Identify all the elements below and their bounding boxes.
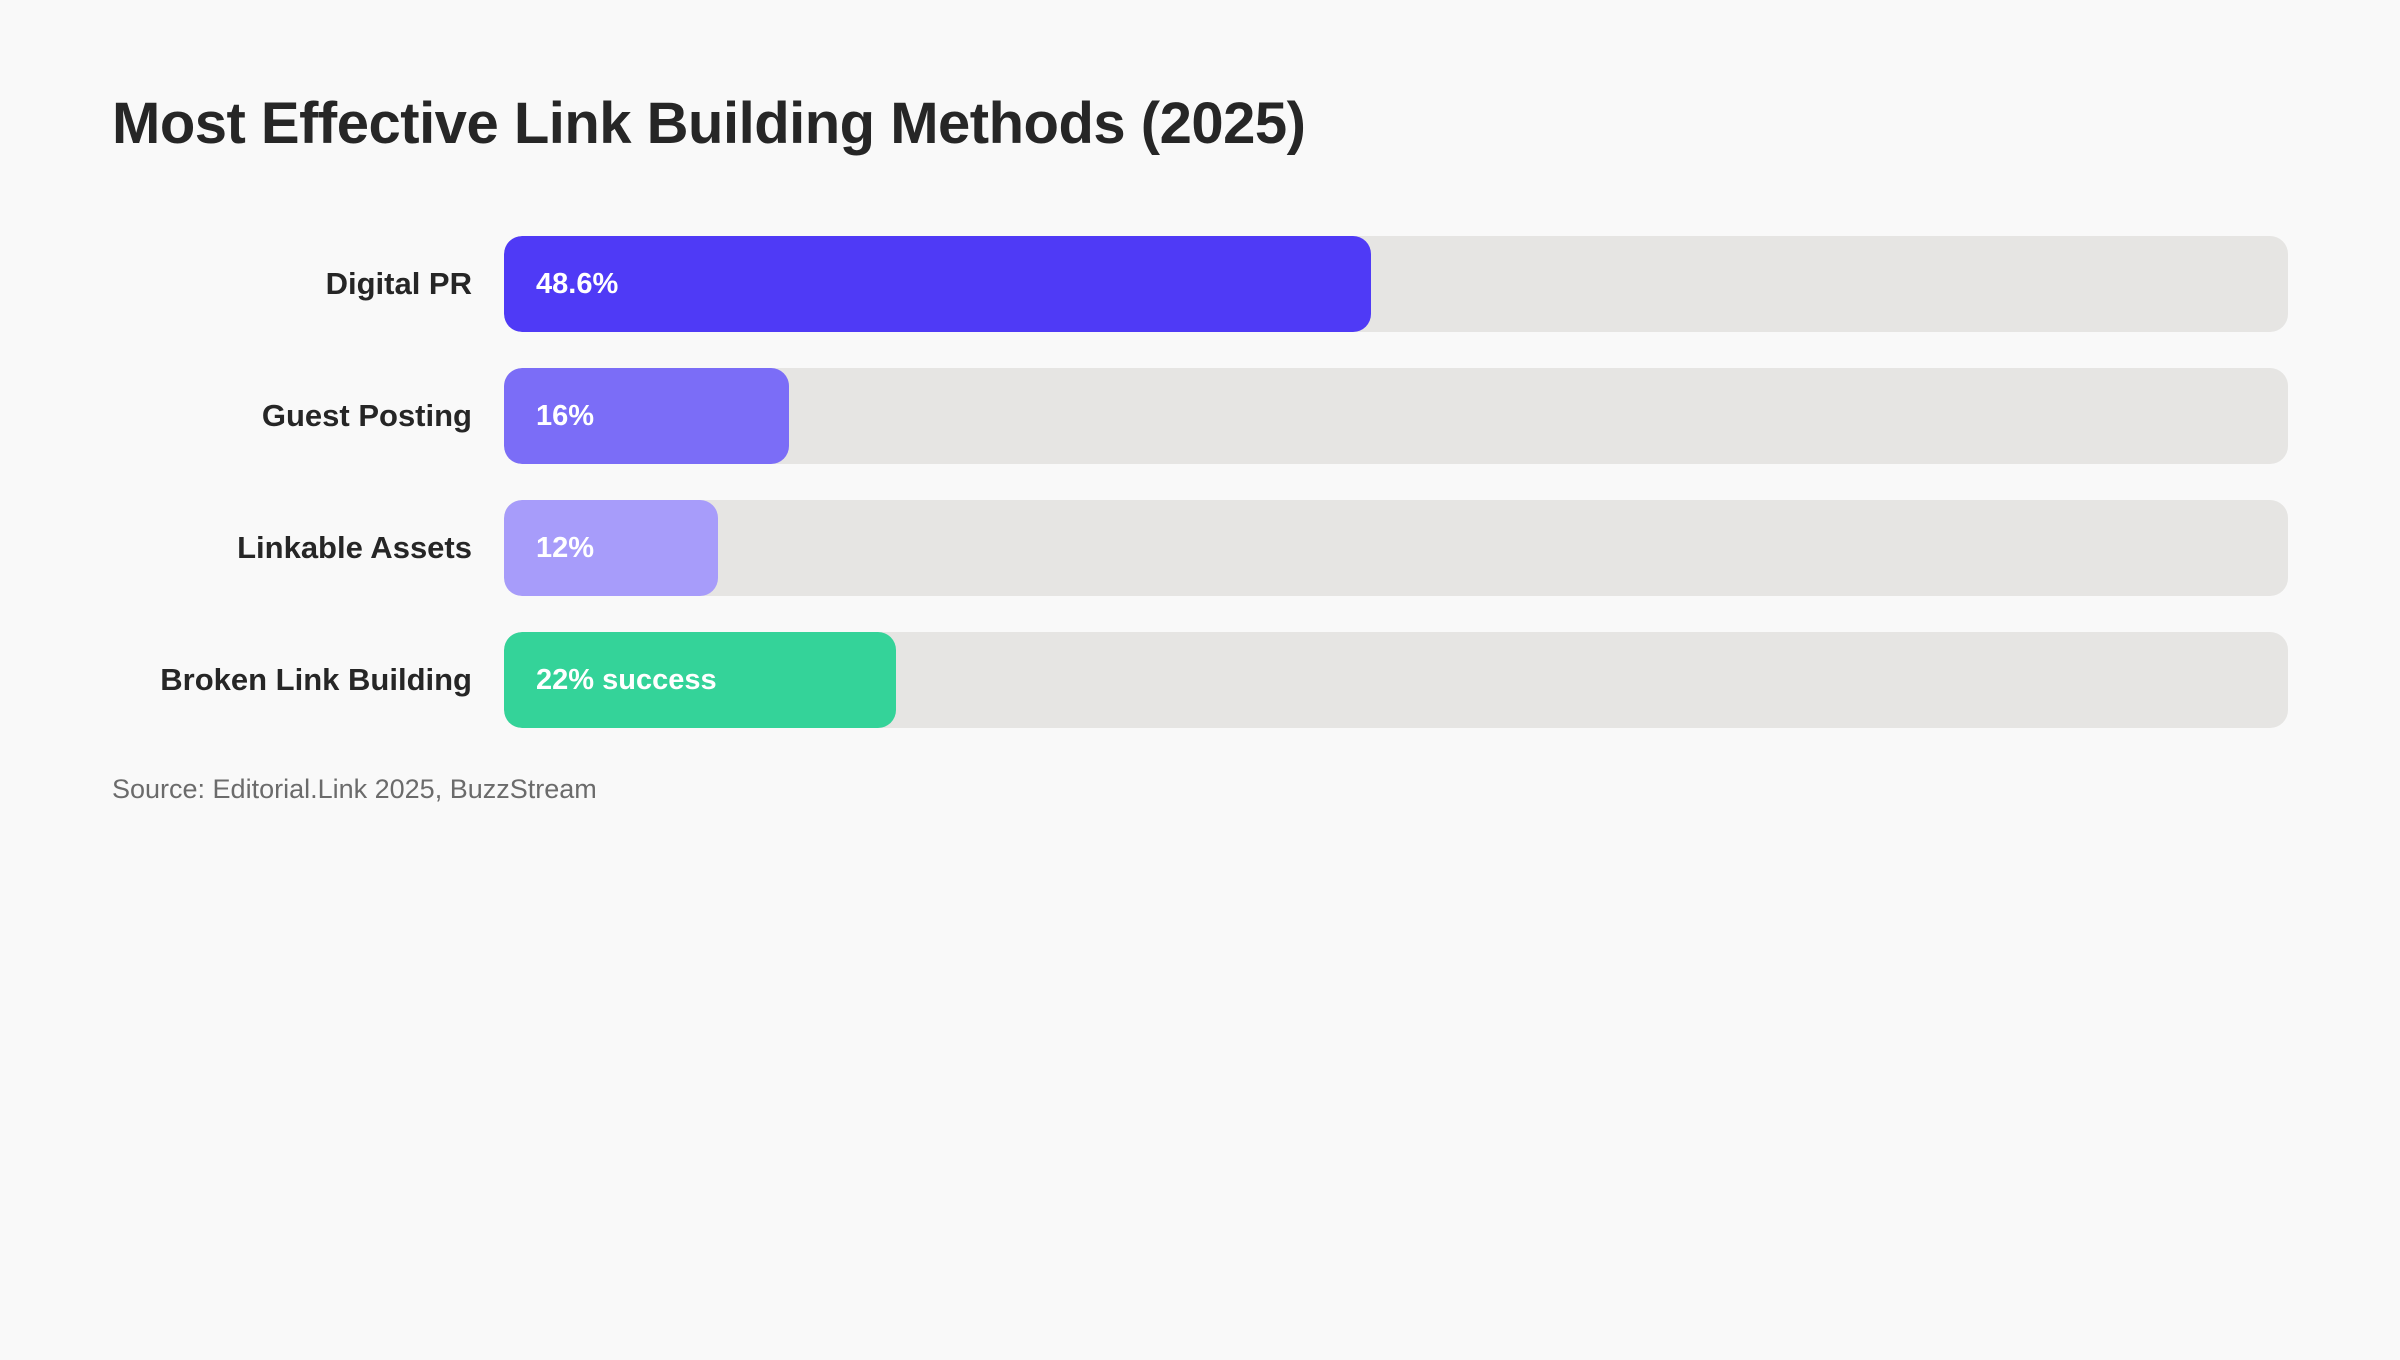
bar-value-label: 22% success — [536, 664, 717, 696]
category-label: Guest Posting — [261, 398, 472, 433]
bar-value-label: 12% — [536, 532, 595, 564]
bar-row: Linkable Assets 12% — [0, 500, 2400, 596]
category-label: Digital PR — [325, 266, 472, 301]
bar-value-label: 16% — [536, 400, 595, 432]
bar: 12% — [504, 500, 719, 596]
bar-row: Broken Link Building 22% success — [0, 632, 2400, 728]
bar-track: 12% — [504, 500, 2288, 596]
chart-source: Source: Editorial.Link 2025, BuzzStream — [112, 774, 597, 804]
bar-row: Digital PR 48.6% — [0, 236, 2400, 332]
bar-track: 22% success — [504, 632, 2288, 728]
category-label: Linkable Assets — [237, 530, 472, 565]
bar: 16% — [504, 368, 790, 464]
bar: 22% success — [504, 632, 897, 728]
bar-track: 16% — [504, 368, 2288, 464]
bar-chart: Digital PR 48.6% Guest Posting 16% Linkable … — [0, 236, 2400, 764]
bar-row: Guest Posting 16% — [0, 368, 2400, 464]
bar-track: 48.6% — [504, 236, 2288, 332]
category-label: Broken Link Building — [160, 662, 472, 697]
bar-value-label: 48.6% — [536, 268, 619, 300]
chart-title: Most Effective Link Building Methods (20… — [112, 91, 1306, 156]
bar: 48.6% — [504, 236, 1372, 332]
